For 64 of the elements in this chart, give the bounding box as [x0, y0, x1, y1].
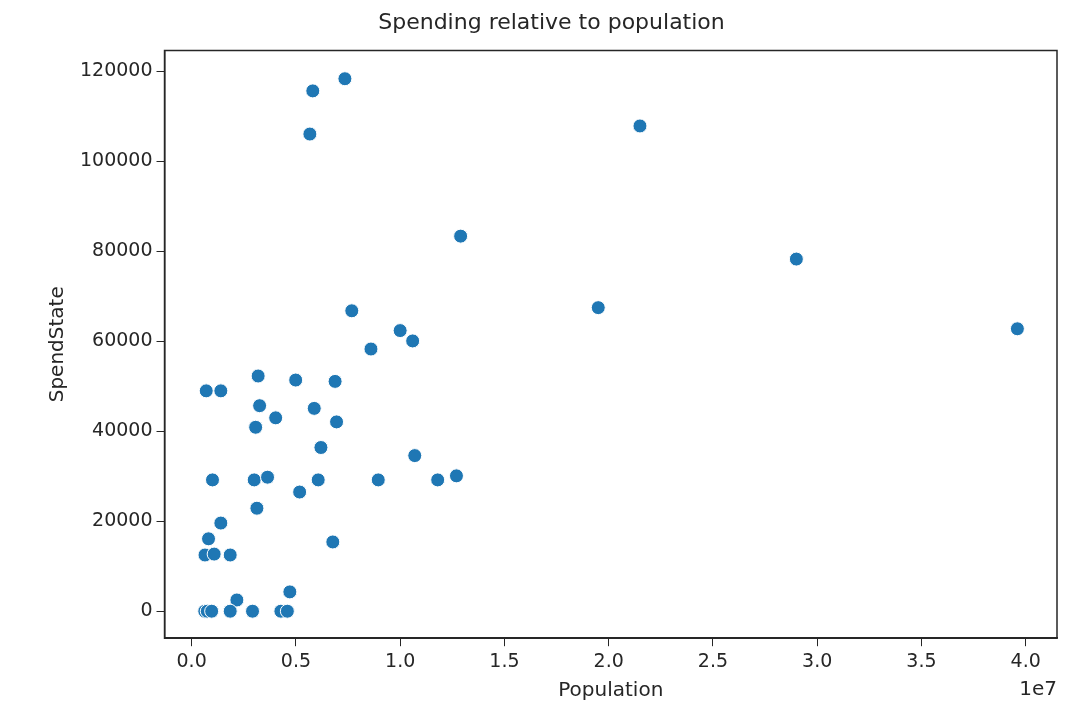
point — [329, 414, 345, 430]
point — [405, 333, 421, 349]
point — [282, 584, 298, 600]
chart-title: Spending relative to population — [378, 8, 725, 34]
point — [305, 83, 321, 99]
point — [279, 603, 295, 619]
point — [310, 472, 326, 488]
y-axis-title: SpendState — [44, 286, 69, 403]
x-tick-label: 1.5 — [489, 648, 520, 671]
point — [448, 468, 464, 484]
point — [407, 448, 423, 464]
point — [229, 592, 245, 608]
point — [292, 484, 308, 500]
x-tick-label: 4.0 — [1010, 648, 1041, 671]
y-tick-label: 80000 — [92, 238, 153, 261]
point — [288, 372, 304, 388]
point — [248, 419, 264, 435]
point — [302, 126, 318, 142]
y-tick-label: 60000 — [92, 328, 153, 351]
point — [1009, 321, 1025, 337]
x-tick-label: 0.0 — [176, 648, 207, 671]
point — [222, 603, 238, 619]
y-tick-label: 20000 — [92, 508, 153, 531]
point — [632, 118, 648, 134]
y-tick-label: 40000 — [92, 418, 153, 441]
x-axis-title: Population — [558, 677, 664, 702]
point — [201, 531, 217, 547]
point — [252, 398, 268, 414]
x-tick-label: 2.0 — [593, 648, 624, 671]
point — [344, 303, 360, 319]
point — [198, 383, 214, 399]
point — [204, 472, 220, 488]
text: 1e7 — [1019, 676, 1057, 701]
point — [260, 469, 276, 485]
point — [213, 383, 229, 399]
point — [370, 472, 386, 488]
point — [206, 546, 222, 562]
point — [213, 515, 229, 531]
point — [204, 603, 220, 619]
point — [222, 547, 238, 563]
point — [268, 410, 284, 426]
point — [590, 300, 606, 316]
y-tick-label: 120000 — [80, 58, 153, 81]
x-tick-label: 2.5 — [697, 648, 729, 671]
point — [325, 534, 341, 550]
point — [306, 400, 322, 416]
point — [313, 440, 329, 456]
point — [430, 472, 446, 488]
point — [788, 251, 804, 267]
point — [250, 368, 266, 384]
x-tick-label: 0.5 — [280, 648, 312, 671]
x-tick-label: 1.0 — [385, 648, 416, 671]
x-tick-label: 3.5 — [906, 648, 937, 671]
point — [392, 323, 408, 339]
point — [363, 341, 379, 357]
point — [337, 71, 353, 87]
point — [249, 500, 265, 516]
point — [245, 603, 261, 619]
point — [453, 228, 469, 244]
y-tick-label: 100000 — [80, 148, 153, 171]
point — [246, 472, 262, 488]
y-tick-label: 0 — [140, 598, 153, 621]
point — [327, 373, 343, 389]
x-tick-label: 3.0 — [802, 648, 833, 671]
